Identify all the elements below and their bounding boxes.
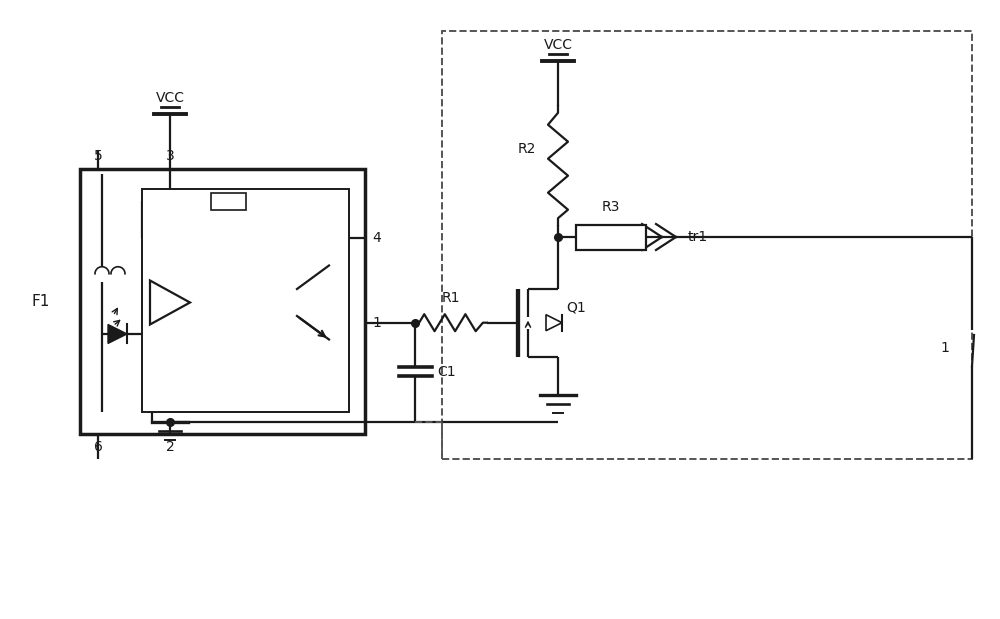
Polygon shape xyxy=(150,280,190,324)
Text: VCC: VCC xyxy=(156,91,185,105)
Bar xyxy=(442,31,972,459)
Text: F1: F1 xyxy=(32,294,50,309)
Text: R1: R1 xyxy=(442,291,460,305)
Polygon shape xyxy=(546,314,562,331)
Text: 4: 4 xyxy=(372,231,381,245)
Bar xyxy=(142,189,349,412)
Polygon shape xyxy=(108,324,127,344)
Text: VCC: VCC xyxy=(544,38,572,52)
Text: 3: 3 xyxy=(166,149,174,163)
Text: Q1: Q1 xyxy=(566,301,586,314)
Bar xyxy=(80,169,365,434)
Bar xyxy=(211,193,246,209)
Text: C1: C1 xyxy=(437,365,456,378)
Bar xyxy=(576,225,646,249)
Text: R3: R3 xyxy=(602,200,620,214)
Text: tr1: tr1 xyxy=(688,230,708,244)
Text: 6: 6 xyxy=(94,440,102,454)
Text: R2: R2 xyxy=(518,142,536,156)
Text: 2: 2 xyxy=(166,440,174,454)
Text: 5: 5 xyxy=(94,149,102,163)
Text: 1: 1 xyxy=(940,341,949,355)
Text: 1: 1 xyxy=(372,316,381,330)
